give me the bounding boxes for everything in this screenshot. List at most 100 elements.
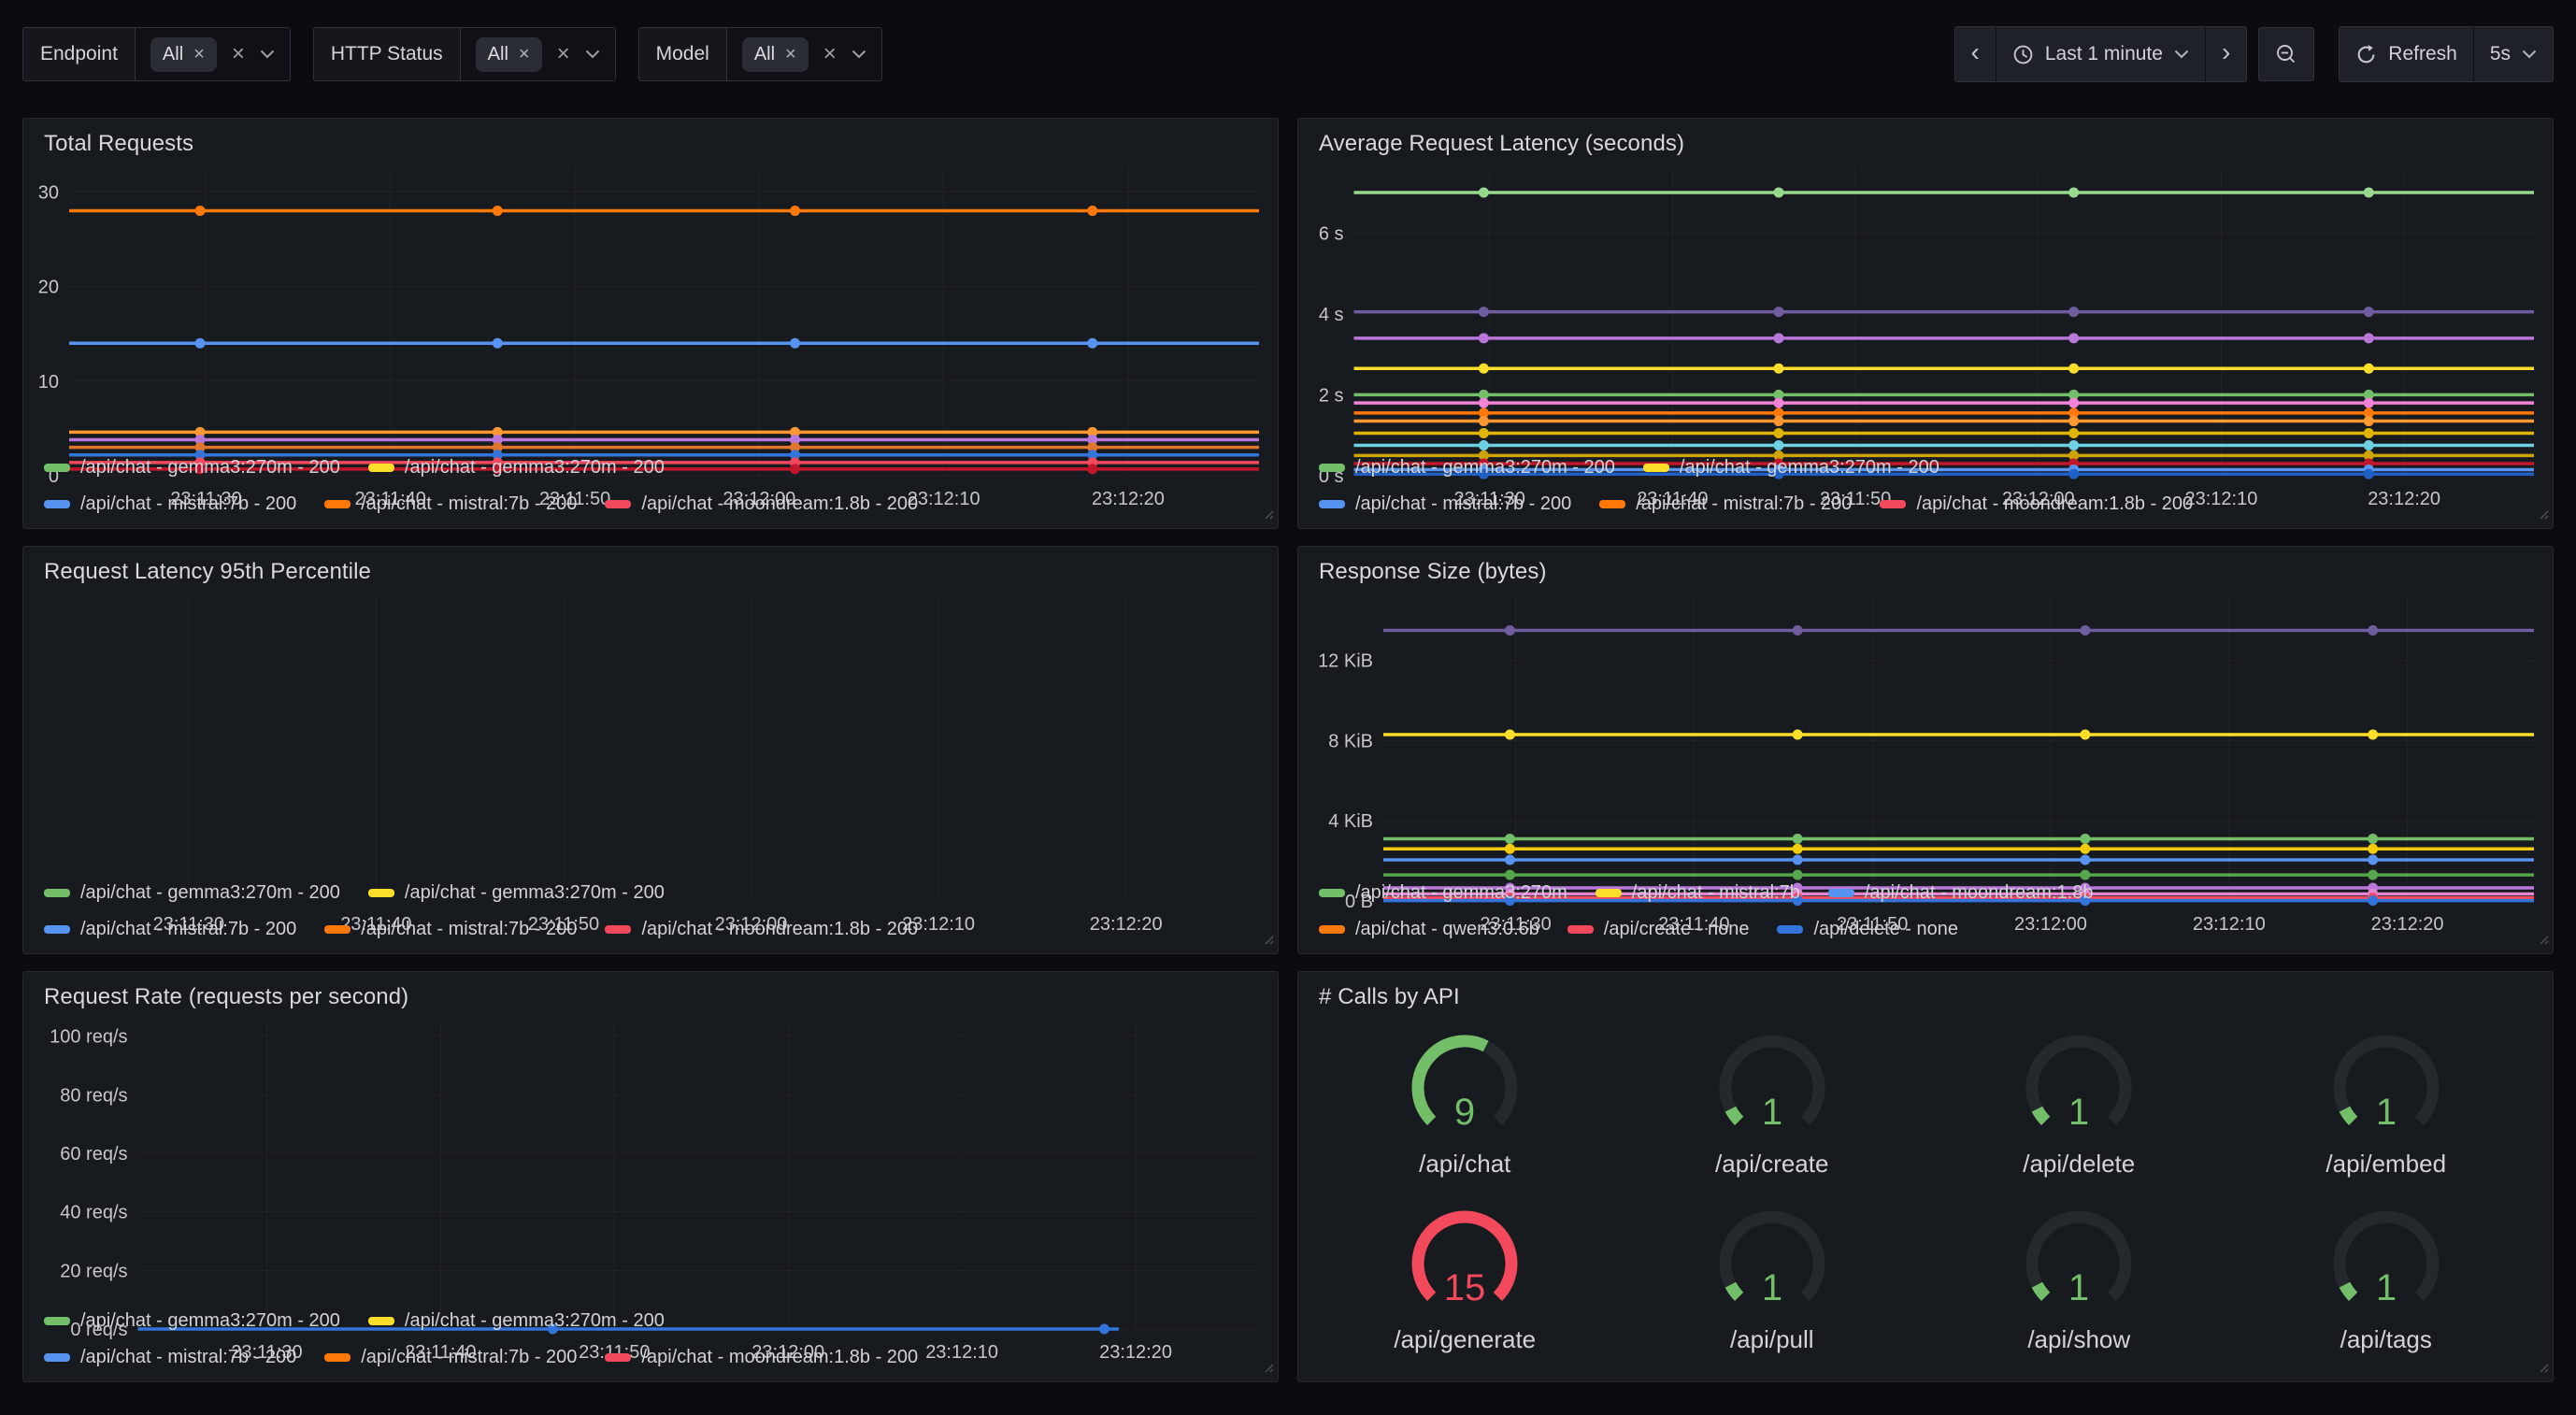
legend-label: /api/chat - gemma3:270m - 200 bbox=[80, 882, 340, 903]
gauge-api-show[interactable]: 1/api/show bbox=[1925, 1192, 2233, 1367]
gauge-value: 1 bbox=[2068, 1092, 2089, 1133]
gauge-api-delete[interactable]: 1/api/delete bbox=[1925, 1016, 2233, 1192]
chart-canvas[interactable]: 23:11:30 23:11:40 23:11:50 23:12:00 23:12:10… bbox=[23, 585, 1278, 940]
gauge-api-tags[interactable]: 1/api/tags bbox=[2233, 1192, 2540, 1367]
legend-swatch bbox=[1642, 464, 1669, 472]
filter-pill-model[interactable]: All × bbox=[741, 36, 809, 72]
legend-request-latency-95th: /api/chat - gemma3:270m - 200/api/chat -… bbox=[23, 867, 1278, 953]
time-controls: ‹ Last 1 minute › bbox=[1953, 26, 2554, 82]
filter-pill-http-status[interactable]: All × bbox=[475, 36, 542, 72]
chart-request-latency-95th[interactable]: 23:11:30 23:11:40 23:11:50 23:12:00 23:12:10… bbox=[23, 585, 1278, 935]
chevron-down-icon[interactable] bbox=[260, 50, 275, 59]
gauge-label: /api/create bbox=[1715, 1150, 1829, 1179]
chart-canvas[interactable]: 23:11:30 23:11:40 23:11:50 23:12:00 23:12:10… bbox=[1298, 157, 2553, 515]
filter-value-http-status[interactable]: All × × bbox=[461, 28, 615, 80]
legend-item[interactable]: /api/chat - gemma3:270m - 200 bbox=[1642, 457, 1939, 479]
svg-text:23:12:20: 23:12:20 bbox=[1099, 1342, 1172, 1363]
legend-item[interactable]: /api/chat - mistral:7b - 200 bbox=[1599, 493, 1852, 515]
legend-swatch bbox=[1319, 500, 1345, 508]
chart-average-request-latency[interactable]: 23:11:30 23:11:40 23:11:50 23:12:00 23:12:10… bbox=[1298, 157, 2553, 509]
resize-handle-icon[interactable] bbox=[2538, 934, 2550, 950]
chart-canvas[interactable]: 23:11:30 23:11:40 23:11:50 23:12:00 23:12:10… bbox=[23, 1010, 1278, 1368]
legend-item[interactable]: /api/chat - gemma3:270m - 200 bbox=[367, 1310, 665, 1332]
chart-canvas[interactable]: 23:11:30 23:11:40 23:11:50 23:12:00 23:12:10… bbox=[1298, 585, 2553, 940]
legend-item[interactable]: /api/chat - mistral:7b - 200 bbox=[44, 493, 296, 515]
chart-request-rate[interactable]: 23:11:30 23:11:40 23:11:50 23:12:00 23:12:10… bbox=[23, 1010, 1278, 1363]
panel-title[interactable]: Average Request Latency (seconds) bbox=[1319, 131, 1685, 156]
legend-item[interactable]: /api/create - none bbox=[1567, 919, 1750, 940]
time-range-picker[interactable]: Last 1 minute bbox=[1995, 27, 2205, 81]
gauge-value: 1 bbox=[1762, 1092, 1782, 1133]
remove-value-icon[interactable]: × bbox=[193, 44, 205, 64]
clear-filter-icon[interactable]: × bbox=[556, 41, 570, 66]
legend-item[interactable]: /api/chat - mistral:7b - 200 bbox=[324, 493, 577, 515]
resize-handle-icon[interactable] bbox=[1263, 508, 1275, 525]
svg-text:23:12:10: 23:12:10 bbox=[2185, 489, 2258, 509]
remove-value-icon[interactable]: × bbox=[785, 44, 796, 64]
gauge-api-create[interactable]: 1/api/create bbox=[1619, 1016, 1926, 1192]
legend-item[interactable]: /api/chat - gemma3:270m - 200 bbox=[367, 457, 665, 479]
svg-text:20 req/s: 20 req/s bbox=[60, 1261, 127, 1281]
legend-item[interactable]: /api/chat - moondream:1.8b - 200 bbox=[605, 919, 918, 940]
legend-item[interactable]: /api/chat - mistral:7b - 200 bbox=[44, 1347, 296, 1368]
time-shift-forward-button[interactable]: › bbox=[2204, 27, 2247, 81]
resize-handle-icon[interactable] bbox=[2538, 508, 2550, 525]
legend-item[interactable]: /api/chat - mistral:7b - 200 bbox=[324, 1347, 577, 1368]
legend-item[interactable]: /api/chat - gemma3:270m - 200 bbox=[1319, 457, 1615, 479]
zoom-out-button[interactable] bbox=[2258, 27, 2315, 81]
legend-item[interactable]: /api/chat - mistral:7b - 200 bbox=[324, 919, 577, 940]
chevron-down-icon[interactable] bbox=[585, 50, 600, 59]
gauge-label: /api/tags bbox=[2340, 1324, 2432, 1353]
legend-label: /api/create - none bbox=[1603, 919, 1750, 939]
resize-handle-icon[interactable] bbox=[2538, 1362, 2550, 1379]
time-shift-back-button[interactable]: ‹ bbox=[1954, 27, 1996, 81]
legend-item[interactable]: /api/chat - gemma3:270m - 200 bbox=[44, 1310, 340, 1332]
legend-item[interactable]: /api/chat - qwen3:0.6b bbox=[1319, 919, 1539, 940]
gauge-api-generate[interactable]: 15/api/generate bbox=[1311, 1192, 1619, 1367]
refresh-interval-picker[interactable]: 5s bbox=[2472, 27, 2553, 81]
chevron-down-icon bbox=[2174, 50, 2189, 59]
gauge-api-pull[interactable]: 1/api/pull bbox=[1619, 1192, 1926, 1367]
filter-label-model[interactable]: Model bbox=[638, 28, 727, 80]
clear-filter-icon[interactable]: × bbox=[231, 41, 245, 66]
legend-item[interactable]: /api/chat - gemma3:270m - 200 bbox=[44, 457, 340, 479]
legend-item[interactable]: /api/chat - gemma3:270m - 200 bbox=[44, 882, 340, 904]
panel-title[interactable]: Request Rate (requests per second) bbox=[44, 984, 409, 1009]
filter-pill-endpoint[interactable]: All × bbox=[150, 36, 217, 72]
legend-item[interactable]: /api/chat - moondream:1.8b - 200 bbox=[1880, 493, 2193, 515]
clear-filter-icon[interactable]: × bbox=[823, 41, 837, 66]
chart-response-size[interactable]: 23:11:30 23:11:40 23:11:50 23:12:00 23:12:10… bbox=[1298, 585, 2553, 935]
filter-pill-text: All bbox=[487, 43, 508, 64]
legend-item[interactable]: /api/chat - moondream:1.8b - 200 bbox=[605, 493, 918, 515]
panel-title[interactable]: Request Latency 95th Percentile bbox=[44, 559, 371, 584]
legend-item[interactable]: /api/delete - none bbox=[1777, 919, 1958, 940]
legend-item[interactable]: /api/chat - mistral:7b bbox=[1595, 882, 1800, 904]
legend-swatch bbox=[1319, 889, 1345, 897]
filter-value-model[interactable]: All × × bbox=[727, 28, 881, 80]
filter-value-endpoint[interactable]: All × × bbox=[136, 28, 290, 80]
gauge-label: /api/generate bbox=[1394, 1324, 1537, 1353]
panel-title[interactable]: # Calls by API bbox=[1319, 984, 1460, 1009]
legend-label: /api/chat - moondream:1.8b bbox=[1864, 882, 2094, 903]
legend-item[interactable]: /api/chat - mistral:7b - 200 bbox=[1319, 493, 1571, 515]
svg-text:30: 30 bbox=[38, 182, 59, 203]
legend-item[interactable]: /api/chat - gemma3:270m bbox=[1319, 882, 1567, 904]
gauge-api-embed[interactable]: 1/api/embed bbox=[2233, 1016, 2540, 1192]
legend-item[interactable]: /api/chat - mistral:7b - 200 bbox=[44, 919, 296, 940]
legend-item[interactable]: /api/chat - gemma3:270m - 200 bbox=[367, 882, 665, 904]
gauge-api-chat[interactable]: 9/api/chat bbox=[1311, 1016, 1619, 1192]
legend-item[interactable]: /api/chat - moondream:1.8b - 200 bbox=[605, 1347, 918, 1368]
resize-handle-icon[interactable] bbox=[1263, 1362, 1275, 1379]
filter-label-endpoint[interactable]: Endpoint bbox=[23, 28, 136, 80]
remove-value-icon[interactable]: × bbox=[518, 44, 530, 64]
panel-title[interactable]: Response Size (bytes) bbox=[1319, 559, 1547, 584]
chart-canvas[interactable]: 23:11:30 23:11:40 23:11:50 23:12:00 23:12:10… bbox=[23, 157, 1278, 515]
chart-total-requests[interactable]: 23:11:30 23:11:40 23:11:50 23:12:00 23:12:10… bbox=[23, 157, 1278, 509]
legend-swatch bbox=[44, 1353, 70, 1362]
chevron-down-icon[interactable] bbox=[852, 50, 866, 59]
filter-label-http-status[interactable]: HTTP Status bbox=[313, 28, 461, 80]
resize-handle-icon[interactable] bbox=[1263, 934, 1275, 950]
panel-title[interactable]: Total Requests bbox=[44, 131, 194, 156]
refresh-button[interactable]: Refresh bbox=[2340, 27, 2473, 81]
legend-item[interactable]: /api/chat - moondream:1.8b bbox=[1827, 882, 2094, 904]
